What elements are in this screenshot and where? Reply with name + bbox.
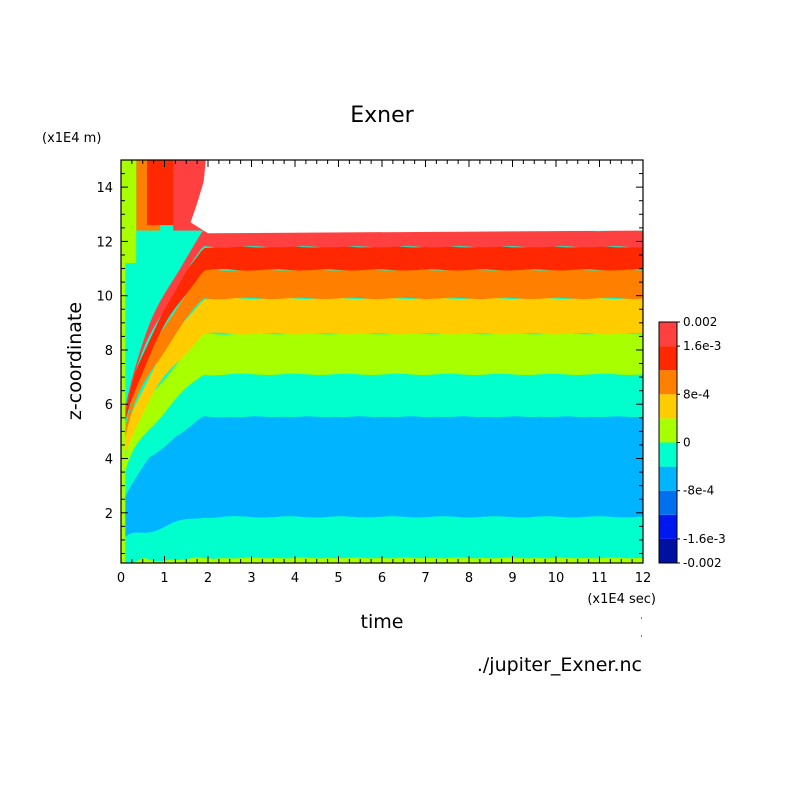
x-axis-ticks: 0 1 2 3 4 5 6 7 8 9 10 11 12 — [117, 160, 651, 586]
contour-band — [121, 246, 643, 457]
colorbar-swatch — [659, 322, 677, 347]
colorbar: 0.002 1.6e-3 8e-4 0 -8e-4 -1.6e-3 -0.002 — [658, 315, 726, 570]
y-tick-label: 2 — [105, 507, 113, 522]
colorbar-swatch — [659, 538, 677, 563]
tick-dot-1: ˙ — [639, 617, 644, 628]
x-axis-title: time — [361, 611, 404, 633]
contour-band — [121, 415, 643, 545]
x-tick-label: 3 — [247, 571, 255, 586]
y-tick-label: 8 — [105, 344, 113, 359]
x-tick-label: 4 — [291, 571, 299, 586]
colorbar-swatch — [659, 514, 677, 539]
x-tick-label: 9 — [508, 571, 516, 586]
y-tick-label: 4 — [105, 453, 113, 468]
colorbar-swatch — [659, 394, 677, 419]
x-tick-label: 12 — [635, 571, 652, 586]
x-tick-label: 11 — [591, 571, 608, 586]
contour-band — [121, 515, 643, 563]
colorbar-swatch — [659, 418, 677, 443]
x-tick-label: 10 — [548, 571, 565, 586]
y-tick-label: 6 — [105, 398, 113, 413]
colorbar-label: 0 — [683, 436, 691, 450]
tick-dot-2: ˙ — [639, 635, 644, 646]
x-tick-label: 2 — [204, 571, 212, 586]
colorbar-swatch — [659, 370, 677, 395]
contour-band — [121, 297, 643, 482]
colorbar-label: -1.6e-3 — [683, 532, 726, 546]
colorbar-label: 0.002 — [683, 315, 717, 329]
contour-field — [121, 160, 643, 563]
source-file-label: ./jupiter_Exner.nc — [477, 654, 642, 676]
contour-band — [121, 373, 643, 514]
colorbar-label: 8e-4 — [683, 387, 710, 401]
y-axis-title: z-coordinate — [64, 302, 86, 420]
colorbar-label: -8e-4 — [683, 484, 714, 498]
x-tick-label: 7 — [421, 571, 429, 586]
colorbar-swatch — [659, 442, 677, 467]
x-axis-unit: (x1E4 sec) — [587, 592, 656, 607]
y-tick-label: 14 — [96, 181, 113, 196]
y-tick-label: 10 — [96, 290, 113, 305]
x-tick-label: 5 — [334, 571, 342, 586]
x-tick-label: 8 — [465, 571, 473, 586]
y-axis-ticks: 2 4 6 8 10 12 14 — [96, 159, 643, 555]
contour-band — [121, 268, 643, 474]
y-axis-unit: (x1E4 m) — [42, 131, 101, 146]
early-column — [121, 160, 126, 563]
chart-title: Exner — [350, 103, 414, 128]
colorbar-label: -0.002 — [683, 556, 722, 570]
colorbar-label: 1.6e-3 — [683, 339, 721, 353]
contour-band — [121, 332, 643, 498]
colorbar-swatch — [659, 466, 677, 491]
x-tick-label: 6 — [378, 571, 386, 586]
x-tick-label: 1 — [160, 571, 168, 586]
missing-data-region — [190, 160, 643, 234]
x-tick-label: 0 — [117, 571, 125, 586]
colorbar-swatch — [659, 346, 677, 371]
y-tick-label: 12 — [96, 235, 113, 250]
colorbar-swatch — [659, 490, 677, 515]
